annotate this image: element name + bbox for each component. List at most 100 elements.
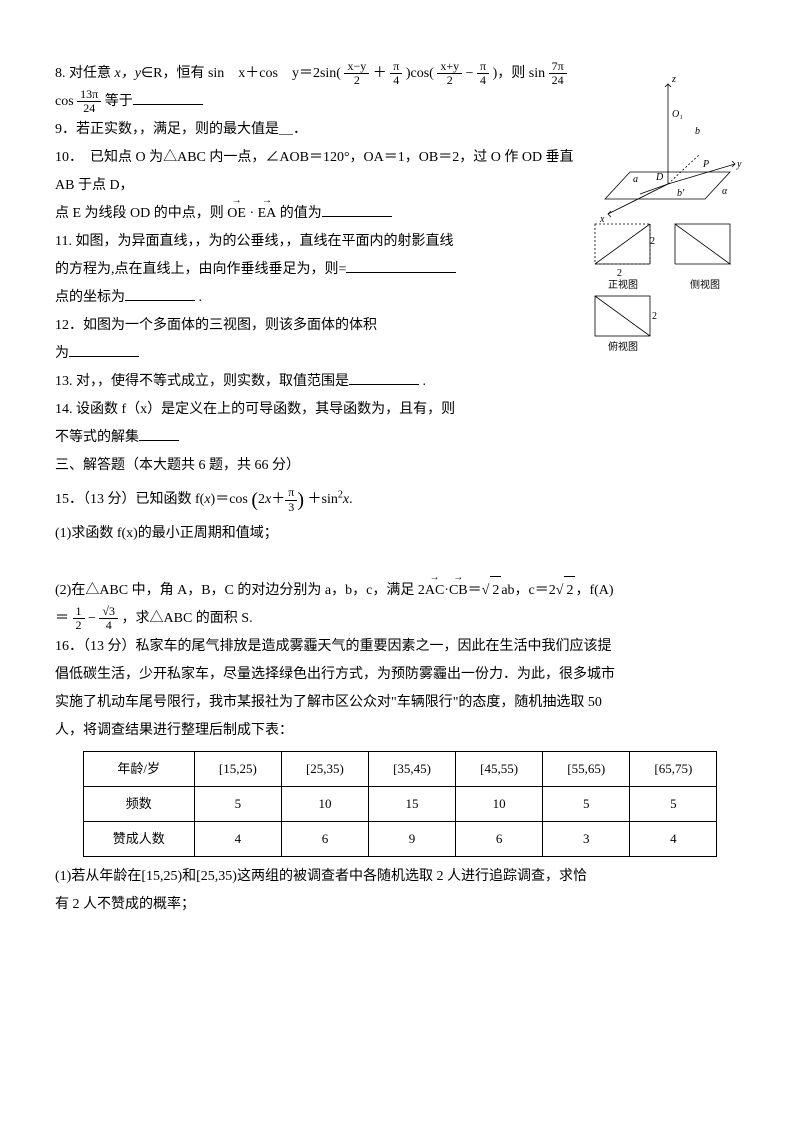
q15-in-b: ＋ xyxy=(271,492,285,507)
dim-3: 2 xyxy=(652,311,657,322)
q15-p2a: (2)在△ABC 中，角 A，B，C 的对边分别为 a，b，c，满足 2 xyxy=(55,583,425,598)
q8-minus1: − xyxy=(466,66,477,81)
q15-p3: ＝ 12 − √34 ，求△ABC 的面积 S. xyxy=(55,605,745,633)
q8-after: )，则 sin xyxy=(493,66,546,81)
pt-o1: O₁ xyxy=(672,109,683,120)
q10-dot: · xyxy=(249,206,254,221)
q15-in-a: 2 xyxy=(258,492,265,507)
axis-y-label: y xyxy=(736,159,742,170)
q15-p2b: ＝ xyxy=(468,583,482,598)
q8-text-a: 8. 对任意 xyxy=(55,66,115,81)
th-c3: [35,45) xyxy=(368,752,455,787)
q10-blank xyxy=(322,202,392,217)
table-header-row: 年龄/岁 [15,25) [25,35) [35,45) [45,55) [55… xyxy=(83,752,717,787)
q8-frac1: x−y2 xyxy=(344,60,369,87)
survey-table: 年龄/岁 [15,25) [25,35) [35,45) [45,55) [55… xyxy=(83,751,718,857)
pt-a: a xyxy=(633,174,638,185)
axis-x-label: x xyxy=(599,214,605,225)
q11-l3-text: 点的坐标为 xyxy=(55,290,125,305)
q8-plus1: ＋ xyxy=(373,66,391,81)
q15-p2: (2)在△ABC 中，角 A，B，C 的对边分别为 a，b，c，满足 2AC·C… xyxy=(55,576,745,605)
q8-frac6: 13π24 xyxy=(77,88,101,115)
q11-blank1 xyxy=(346,258,456,273)
q10-l2a: 点 E 为线段 OD 的中点，则 xyxy=(55,206,224,221)
q12-blank xyxy=(69,342,139,357)
q8-xy: x，y xyxy=(115,66,141,81)
pt-p: P xyxy=(702,159,709,170)
figure-group: z y x O₁ b P a D b′ α 2 2 正视图 侧视图 2 俯视图 xyxy=(590,64,745,365)
q16-l1: 16．（13 分）私家车的尾气排放是造成雾霾天气的重要因素之一，因此在生活中我们… xyxy=(55,633,745,661)
q15-root2b: 2 xyxy=(564,576,575,605)
q8-tail: 等于 xyxy=(105,94,133,109)
q11-blank2 xyxy=(125,286,195,301)
q14-l2: 不等式的解集 xyxy=(55,424,745,452)
r1c4: 10 xyxy=(456,787,543,822)
section-3-title: 三、解答题（本大题共 6 题，共 66 分） xyxy=(55,452,745,480)
pt-alpha: α xyxy=(722,186,728,197)
q13-period: . xyxy=(419,374,426,389)
r1c5: 5 xyxy=(543,787,630,822)
q8-cos: cos xyxy=(55,94,74,109)
q16-p2: 有 2 人不赞成的概率； xyxy=(55,891,745,919)
r1c6: 5 xyxy=(630,787,717,822)
r1c3: 15 xyxy=(368,787,455,822)
q16-l4: 人，将调查结果进行整理后制成下表： xyxy=(55,717,745,745)
front-view-label: 正视图 xyxy=(608,278,638,291)
q8-frac3: x+y2 xyxy=(437,60,462,87)
q16-l3: 实施了机动车尾号限行，我市某报社为了解市区公众对"车辆限行"的态度，随机抽选取 … xyxy=(55,689,745,717)
q14-l1: 14. 设函数 f（x）是定义在上的可导函数，其导函数为，且有，则 xyxy=(55,396,745,424)
r2c6: 4 xyxy=(630,822,717,857)
r2c3: 9 xyxy=(368,822,455,857)
table-row: 赞成人数 4 6 9 6 3 4 xyxy=(83,822,717,857)
q15-frac-half: 12 xyxy=(73,605,85,632)
table-row: 频数 5 10 15 10 5 5 xyxy=(83,787,717,822)
q13-text: 13. 对，，使得不等式成立，则实数，取值范围是 xyxy=(55,374,349,389)
q8-frac5: 7π24 xyxy=(549,60,567,87)
th-c2: [25,35) xyxy=(281,752,368,787)
q15-frac-r3o4: √34 xyxy=(99,605,118,632)
axis-z-label: z xyxy=(671,74,676,85)
q11-l2-text: 的方程为,点在直线上，由向作垂线垂足为，则= xyxy=(55,262,346,277)
dim-2: 2 xyxy=(617,268,622,279)
th-c1: [15,25) xyxy=(194,752,281,787)
r1c2: 10 xyxy=(281,787,368,822)
r2c1: 4 xyxy=(194,822,281,857)
q15-b: )＝cos xyxy=(211,492,248,507)
r2c4: 6 xyxy=(456,822,543,857)
r2c2: 6 xyxy=(281,822,368,857)
th-c4: [45,55) xyxy=(456,752,543,787)
pt-b2: b′ xyxy=(677,188,685,199)
q15-rparen: ) xyxy=(297,489,304,511)
pt-b: b xyxy=(695,126,700,137)
q13-blank xyxy=(349,370,419,385)
vec-ac: AC xyxy=(425,577,444,605)
vec-oe: OE xyxy=(227,200,246,228)
q15-frac-pi3: π3 xyxy=(285,486,297,513)
r1c1: 5 xyxy=(194,787,281,822)
top-view-label: 俯视图 xyxy=(608,340,638,353)
row2-label: 赞成人数 xyxy=(83,822,194,857)
pt-d: D xyxy=(655,172,664,183)
q8-mid: )cos( xyxy=(406,66,434,81)
vec-cb: CB xyxy=(449,577,468,605)
q15-c: ＋sin xyxy=(308,492,338,507)
q16-l2: 倡低碳生活，少开私家车，尽量选择绿色出行方式，为预防雾霾出一份力．为此，很多城市 xyxy=(55,661,745,689)
q8-text-b: ∈R，恒有 sin x＋cos y＝2sin( xyxy=(141,66,341,81)
dim-1: 2 xyxy=(650,236,655,247)
q13: 13. 对，，使得不等式成立，则实数，取值范围是 . xyxy=(55,368,745,396)
q15-p3a: ＝ xyxy=(55,611,69,626)
th-c5: [55,65) xyxy=(543,752,630,787)
q8-frac2: π4 xyxy=(390,60,402,87)
q15-root2a: 2 xyxy=(490,576,501,605)
q15-head: 15．（13 分）已知函数 f(x)＝cos (2x＋π3) ＋sin2x. xyxy=(55,480,745,520)
q10-l2b: 的值为 xyxy=(280,206,322,221)
q14-l2-text: 不等式的解集 xyxy=(55,430,139,445)
row1-label: 频数 xyxy=(83,787,194,822)
q8-blank xyxy=(133,90,203,105)
q12-l2-text: 为 xyxy=(55,346,69,361)
q14-blank xyxy=(139,426,179,441)
q15-a: 15．（13 分）已知函数 f( xyxy=(55,492,204,507)
q16-p1: (1)若从年龄在[15,25)和[25,35)这两组的被调查者中各随机选取 2 … xyxy=(55,863,745,891)
vec-ea: EA xyxy=(258,200,277,228)
q15-p3b: − xyxy=(88,611,96,626)
